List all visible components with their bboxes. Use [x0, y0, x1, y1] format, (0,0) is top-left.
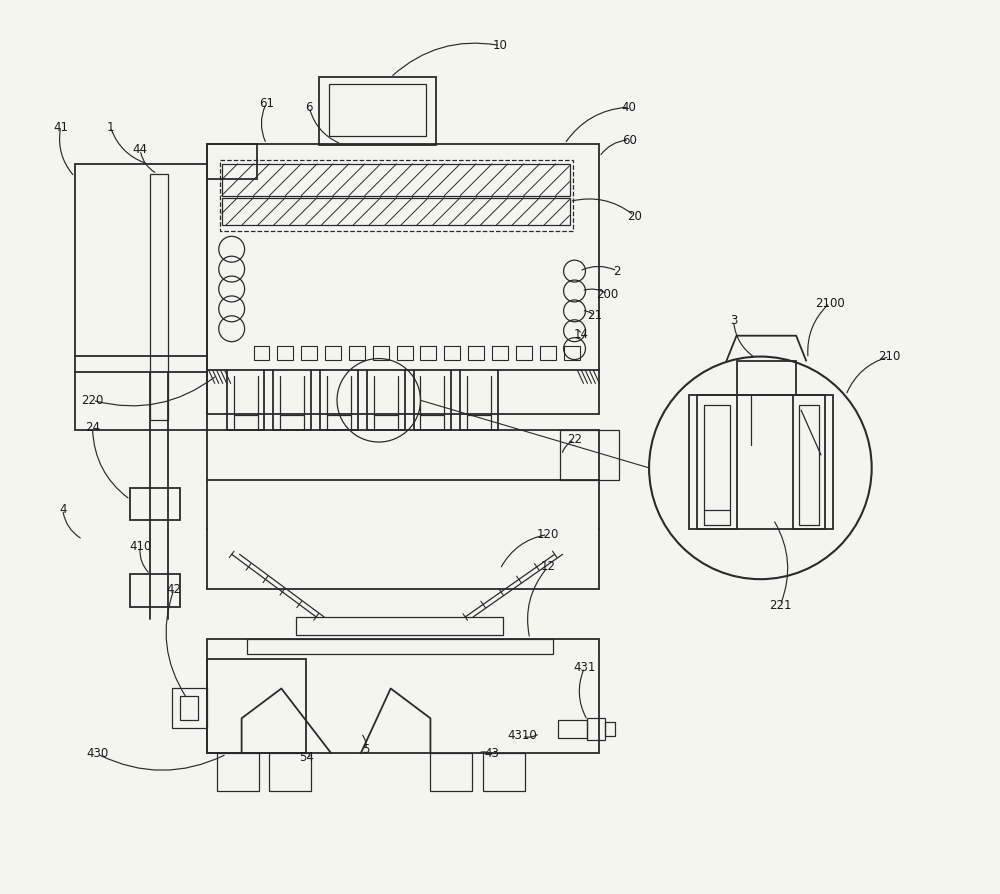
Bar	[329, 84, 426, 136]
Bar	[296, 617, 503, 635]
Text: 1: 1	[107, 121, 114, 134]
Text: 54: 54	[299, 752, 314, 764]
Bar	[560, 430, 619, 480]
Text: 410: 410	[129, 540, 151, 553]
Bar	[75, 164, 207, 430]
Text: 14: 14	[574, 328, 589, 341]
Bar	[325, 346, 341, 359]
Bar	[220, 160, 573, 232]
Bar	[277, 346, 293, 359]
Bar	[492, 346, 508, 359]
Bar	[207, 659, 306, 753]
Bar	[697, 395, 737, 529]
Bar	[130, 488, 180, 519]
Bar	[222, 198, 570, 225]
Bar	[540, 346, 556, 359]
Bar	[689, 395, 833, 529]
Bar	[247, 639, 553, 654]
Text: 3: 3	[730, 315, 737, 327]
Bar	[172, 688, 207, 729]
Bar	[397, 346, 413, 359]
Bar	[799, 405, 819, 525]
Text: 120: 120	[537, 527, 559, 541]
Text: 42: 42	[167, 583, 182, 595]
Bar	[516, 346, 532, 359]
Bar	[605, 722, 615, 736]
Bar	[150, 173, 168, 420]
Bar	[430, 753, 472, 791]
Text: 2100: 2100	[815, 297, 845, 309]
Bar	[558, 721, 587, 738]
Bar	[207, 639, 599, 753]
Bar	[269, 753, 311, 791]
Text: 40: 40	[622, 101, 637, 114]
Bar	[349, 346, 365, 359]
Bar	[444, 346, 460, 359]
Text: 220: 220	[81, 394, 104, 408]
Text: 431: 431	[573, 661, 596, 674]
Text: 21: 21	[587, 309, 602, 322]
Bar	[704, 405, 730, 525]
Bar	[793, 395, 825, 529]
Bar	[301, 346, 317, 359]
Text: 10: 10	[493, 39, 507, 52]
Bar	[587, 718, 605, 740]
Text: 61: 61	[259, 97, 274, 110]
Text: 6: 6	[305, 101, 313, 114]
Text: 44: 44	[133, 143, 148, 156]
Bar	[217, 753, 259, 791]
Bar	[737, 360, 796, 395]
Bar	[222, 164, 570, 196]
Text: 430: 430	[86, 747, 109, 760]
Text: 4310: 4310	[507, 730, 537, 742]
Bar	[207, 144, 257, 179]
Text: 60: 60	[622, 134, 637, 147]
Bar	[420, 346, 436, 359]
Text: 2: 2	[614, 265, 621, 278]
Text: 43: 43	[485, 747, 499, 760]
Text: 20: 20	[627, 209, 642, 223]
Bar	[564, 346, 580, 359]
Text: 24: 24	[85, 421, 100, 434]
Text: 210: 210	[878, 350, 901, 363]
Text: 22: 22	[567, 434, 582, 446]
Bar	[468, 346, 484, 359]
Bar	[319, 77, 436, 145]
Text: 5: 5	[362, 743, 370, 755]
Text: 4: 4	[59, 502, 66, 516]
Text: 12: 12	[540, 561, 555, 573]
Bar	[180, 696, 198, 721]
Text: 200: 200	[596, 288, 618, 300]
Bar	[483, 753, 525, 791]
Text: 41: 41	[53, 121, 68, 134]
Bar	[207, 144, 599, 414]
Text: 221: 221	[769, 599, 791, 611]
Bar	[254, 346, 269, 359]
Bar	[130, 574, 180, 607]
Bar	[373, 346, 389, 359]
